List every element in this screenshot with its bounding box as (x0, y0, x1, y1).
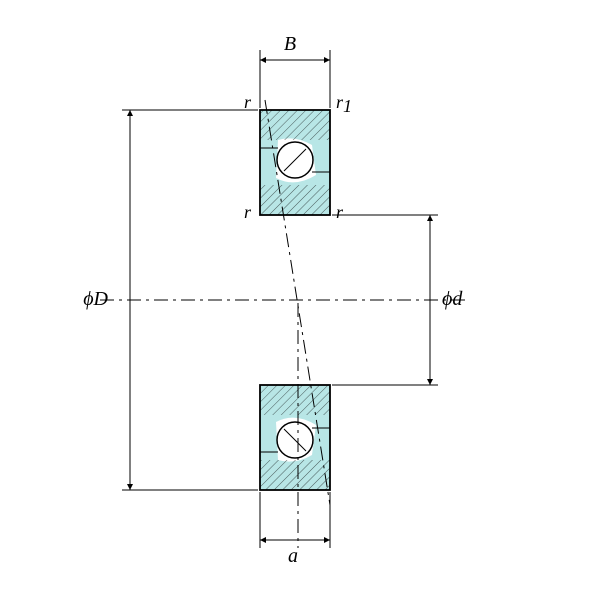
label-phi-d: ϕ (442, 288, 452, 310)
bearing-diagram: B ϕD ϕd a r r1 r r (0, 0, 600, 600)
svg-text:ϕD: ϕD (83, 288, 108, 310)
lower-section (260, 385, 330, 490)
svg-text:ϕd: ϕd (442, 288, 463, 310)
label-B: B (284, 33, 296, 55)
label-d-lower: d (452, 288, 463, 310)
label-phi-D: ϕ (83, 288, 93, 310)
label-r-il: r (244, 202, 252, 222)
label-r-ir: r (336, 202, 344, 222)
label-r-tl: r (244, 92, 252, 112)
label-r1-sub: 1 (343, 96, 352, 116)
label-a: a (288, 545, 298, 567)
label-D: D (93, 288, 109, 310)
upper-section (260, 110, 330, 215)
